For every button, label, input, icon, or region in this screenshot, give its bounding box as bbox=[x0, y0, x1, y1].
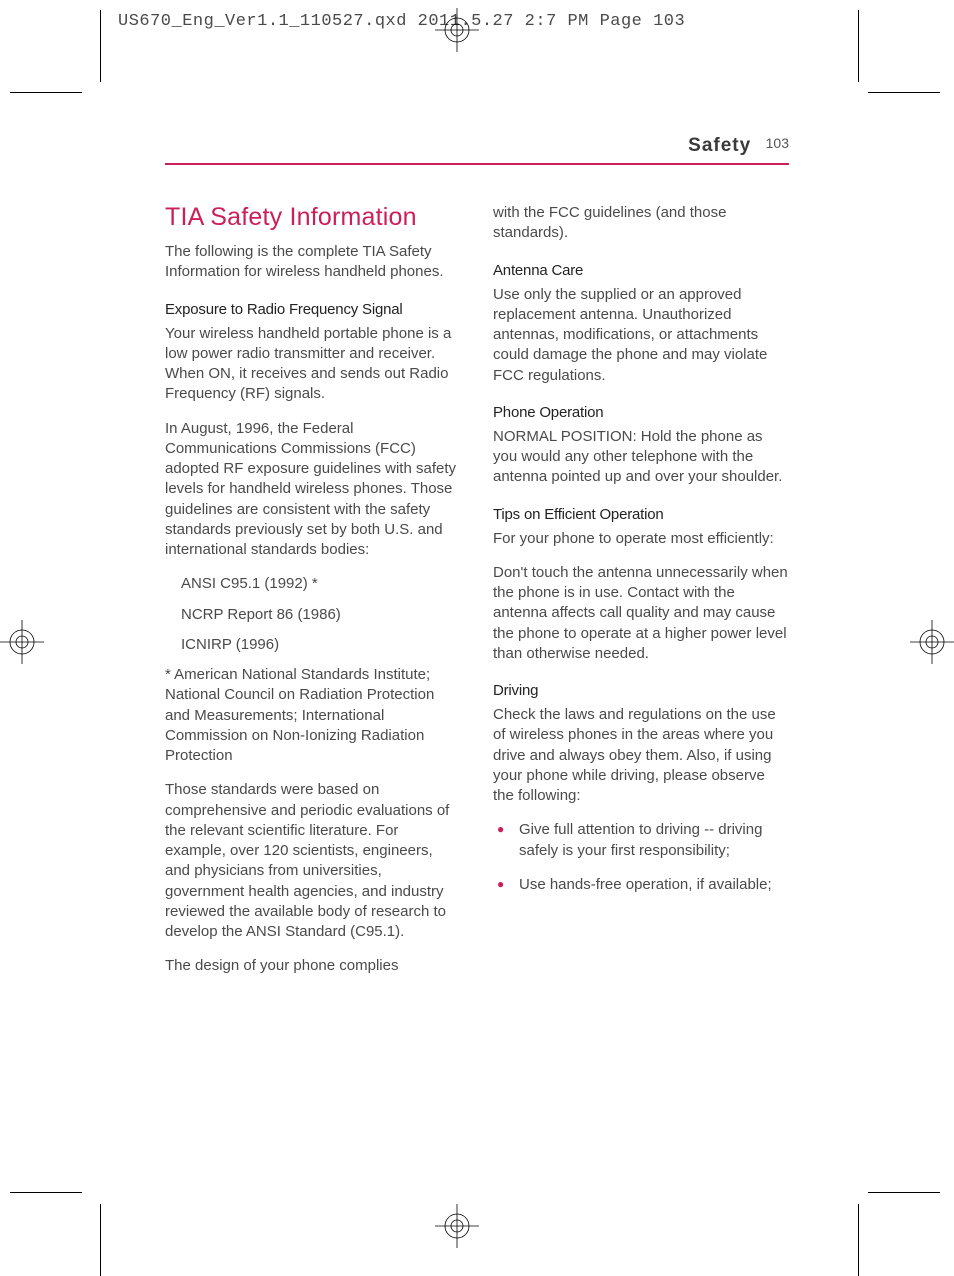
standard-item: ICNIRP (1996) bbox=[181, 635, 461, 655]
page-content: Safety 103 TIA Safety Information The fo… bbox=[165, 135, 789, 991]
footnote-paragraph: * American National Standards Institute;… bbox=[165, 665, 461, 766]
section-label: Safety bbox=[688, 135, 751, 156]
crop-mark-icon bbox=[10, 92, 82, 93]
two-column-layout: TIA Safety Information The following is … bbox=[165, 203, 789, 991]
standard-item: NCRP Report 86 (1986) bbox=[181, 605, 461, 625]
crop-mark-icon bbox=[10, 1192, 82, 1193]
body-paragraph: Those standards were based on comprehens… bbox=[165, 780, 461, 942]
crop-mark-icon bbox=[868, 1192, 940, 1193]
page-number: 103 bbox=[766, 135, 789, 151]
print-slug-line: US670_Eng_Ver1.1_110527.qxd 2011.5.27 2:… bbox=[118, 12, 685, 31]
intro-paragraph: The following is the complete TIA Safety… bbox=[165, 242, 461, 283]
continuation-paragraph: with the FCC guidelines (and those stand… bbox=[493, 203, 789, 244]
subheading-phone-operation: Phone Operation bbox=[493, 404, 789, 421]
body-paragraph: NORMAL POSITION: Hold the phone as you w… bbox=[493, 427, 789, 488]
list-item: Give full attention to driving -- drivin… bbox=[515, 820, 789, 861]
body-paragraph: Check the laws and regulations on the us… bbox=[493, 705, 789, 806]
registration-mark-right-icon bbox=[910, 620, 954, 664]
crop-mark-icon bbox=[858, 1204, 859, 1276]
crop-mark-icon bbox=[100, 1204, 101, 1276]
body-paragraph: Don't touch the antenna unnecessarily wh… bbox=[493, 563, 789, 664]
driving-bullet-list: Give full attention to driving -- drivin… bbox=[493, 820, 789, 895]
body-paragraph: Your wireless handheld portable phone is… bbox=[165, 324, 461, 405]
crop-mark-icon bbox=[868, 92, 940, 93]
subheading-efficient-tips: Tips on Efficient Operation bbox=[493, 506, 789, 523]
subheading-driving: Driving bbox=[493, 682, 789, 699]
crop-mark-icon bbox=[100, 10, 101, 82]
left-column: TIA Safety Information The following is … bbox=[165, 203, 461, 991]
body-paragraph: The design of your phone complies bbox=[165, 956, 461, 976]
standard-item: ANSI C95.1 (1992) * bbox=[181, 574, 461, 594]
standards-list: ANSI C95.1 (1992) * NCRP Report 86 (1986… bbox=[165, 574, 461, 655]
subheading-antenna-care: Antenna Care bbox=[493, 262, 789, 279]
list-item: Use hands-free operation, if available; bbox=[515, 875, 789, 895]
body-paragraph: Use only the supplied or an approved rep… bbox=[493, 285, 789, 386]
subheading-rf-exposure: Exposure to Radio Frequency Signal bbox=[165, 301, 461, 318]
right-column: with the FCC guidelines (and those stand… bbox=[493, 203, 789, 991]
crop-mark-icon bbox=[858, 10, 859, 82]
running-header: Safety 103 bbox=[165, 135, 789, 165]
body-paragraph: For your phone to operate most efficient… bbox=[493, 529, 789, 549]
registration-mark-top-icon bbox=[435, 8, 479, 52]
registration-mark-bottom-icon bbox=[435, 1204, 479, 1248]
page-title: TIA Safety Information bbox=[165, 203, 461, 232]
registration-mark-left-icon bbox=[0, 620, 44, 664]
body-paragraph: In August, 1996, the Federal Communicati… bbox=[165, 419, 461, 561]
